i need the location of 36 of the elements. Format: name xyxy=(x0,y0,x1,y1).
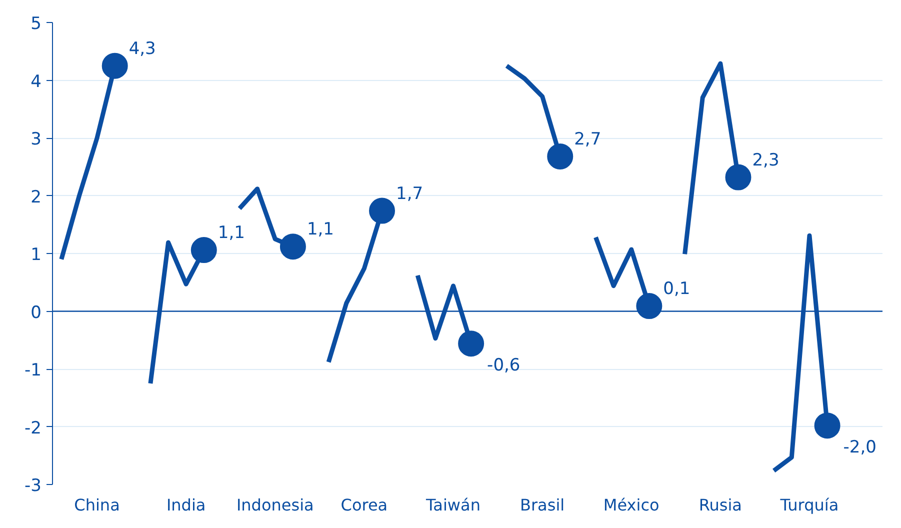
point xyxy=(102,52,128,79)
x-tick-label: Rusia xyxy=(698,496,742,514)
data-label: -0,6 xyxy=(487,356,520,376)
data-label: 1,7 xyxy=(396,184,424,204)
data-label: 0,1 xyxy=(663,279,690,300)
x-tick-label: Taiwán xyxy=(425,496,480,514)
x-tick-label: China xyxy=(74,496,120,514)
y-tick-label: -1 xyxy=(24,360,42,380)
y-tick-label: 2 xyxy=(30,187,42,208)
point xyxy=(725,164,752,190)
point xyxy=(814,412,840,439)
data-label: 4,3 xyxy=(128,38,156,59)
y-tick-label: 0 xyxy=(30,302,42,323)
data-label: 1,1 xyxy=(218,223,245,244)
data-label: 2,7 xyxy=(574,129,602,150)
x-tick-label: Brasil xyxy=(520,496,565,514)
point xyxy=(547,144,574,170)
x-tick-label: Turquía xyxy=(779,496,839,514)
point xyxy=(369,198,396,224)
data-label: -2,0 xyxy=(843,438,876,458)
y-tick-label: 3 xyxy=(30,130,42,150)
point xyxy=(458,330,484,357)
y-tick-label: -3 xyxy=(24,476,42,496)
data-label: 1,1 xyxy=(306,220,334,240)
y-tick-label: 5 xyxy=(30,14,42,34)
data-label: 2,3 xyxy=(752,150,780,170)
x-tick-label: México xyxy=(603,496,660,514)
point xyxy=(190,237,217,264)
x-tick-label: Corea xyxy=(340,496,388,514)
point xyxy=(280,234,306,260)
y-tick-label: -2 xyxy=(24,418,42,438)
point xyxy=(636,293,662,320)
y-tick-label: 4 xyxy=(30,72,42,92)
x-tick-label: India xyxy=(166,496,206,514)
y-tick-label: 1 xyxy=(30,245,42,265)
x-tick-label: Indonesia xyxy=(236,496,314,514)
